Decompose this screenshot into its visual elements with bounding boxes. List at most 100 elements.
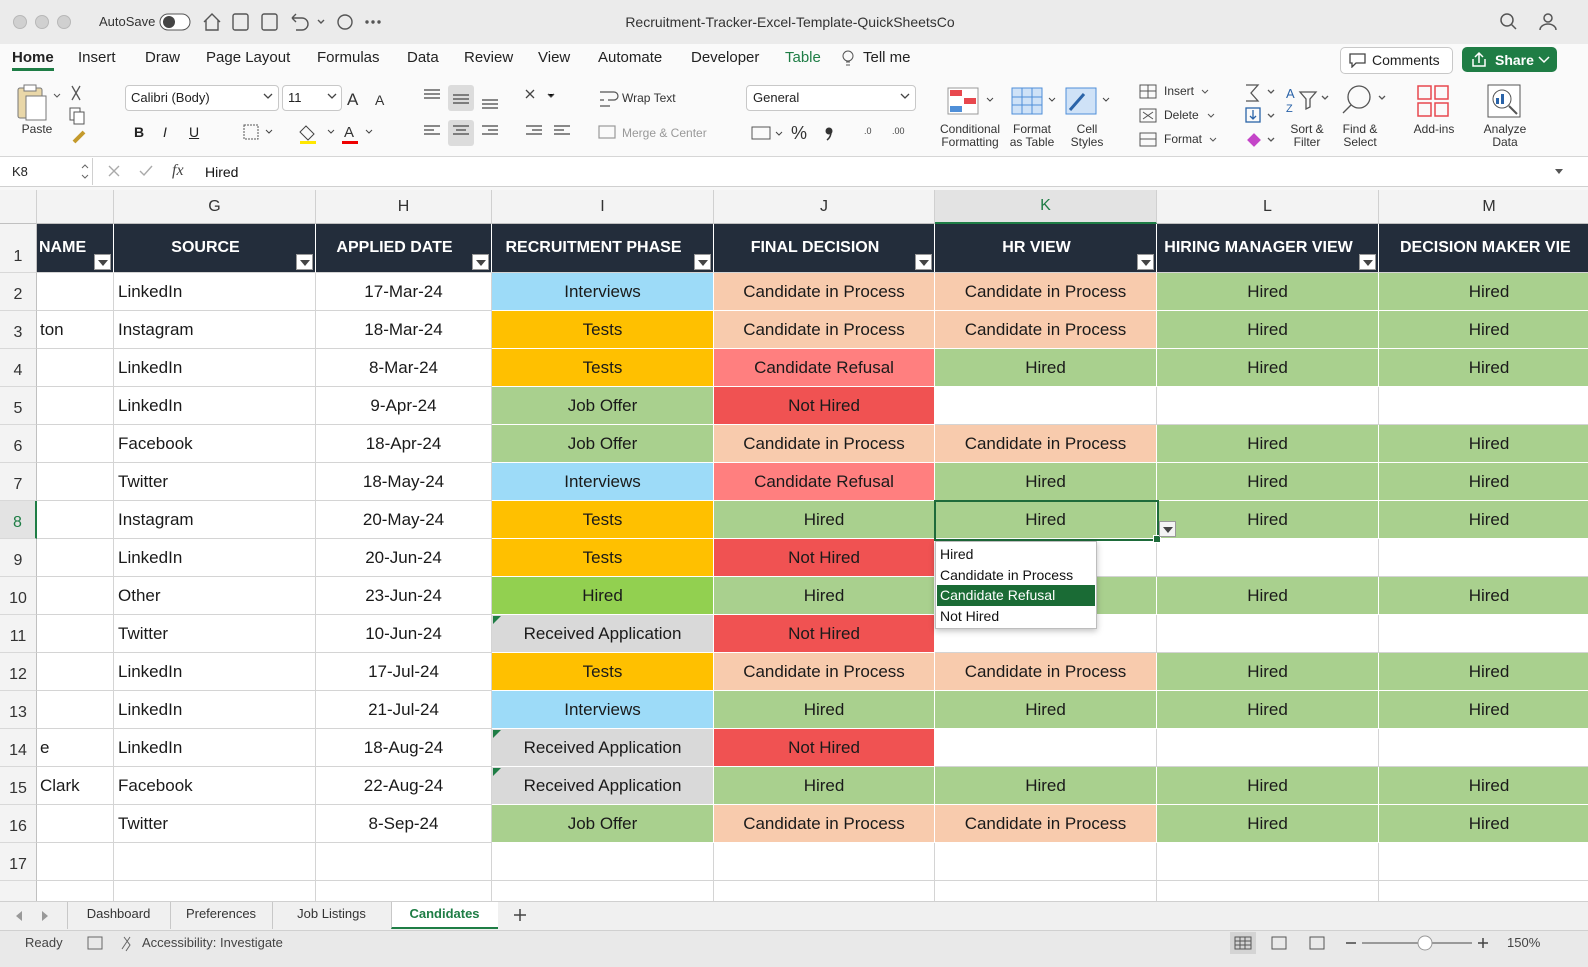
cell[interactable]: Other (114, 577, 316, 615)
cell[interactable]: LinkedIn (114, 273, 316, 311)
decision-cell[interactable]: Hired (1157, 273, 1379, 311)
decision-cell[interactable]: Candidate Refusal (714, 349, 935, 387)
cell[interactable] (37, 691, 114, 729)
decision-cell[interactable] (935, 615, 1157, 653)
decision-cell[interactable] (1379, 615, 1588, 653)
cell[interactable]: 8-Mar-24 (316, 349, 492, 387)
find-select-line2[interactable]: Select (1343, 135, 1377, 149)
decision-cell[interactable]: Hired (1379, 463, 1588, 501)
decision-cell[interactable]: Candidate in Process (935, 425, 1157, 463)
cell[interactable]: LinkedIn (114, 653, 316, 691)
column-header[interactable]: L (1157, 190, 1379, 224)
currency-icon[interactable] (750, 122, 790, 144)
decision-cell[interactable]: Hired (935, 691, 1157, 729)
formula-content[interactable]: Hired (205, 164, 239, 180)
cell[interactable]: Twitter (114, 615, 316, 653)
decision-cell[interactable] (1157, 539, 1379, 577)
ribbon-tab[interactable]: Review (464, 49, 514, 66)
filter-button[interactable] (296, 254, 313, 270)
underline-button[interactable]: U (189, 124, 200, 140)
cell[interactable]: e (37, 729, 114, 767)
decision-cell[interactable]: Hired (1379, 311, 1588, 349)
decision-cell[interactable]: Hired (1379, 691, 1588, 729)
italic-button[interactable]: I (163, 124, 167, 140)
decision-cell[interactable]: Hired (935, 349, 1157, 387)
phase-cell[interactable]: Tests (492, 501, 714, 539)
decision-cell[interactable]: Hired (714, 501, 935, 539)
row-header[interactable]: 9 (0, 539, 37, 577)
decision-cell[interactable]: Hired (1157, 501, 1379, 539)
cell[interactable] (37, 463, 114, 501)
phase-cell[interactable]: Job Offer (492, 387, 714, 425)
decision-cell[interactable]: Candidate in Process (714, 805, 935, 843)
cell[interactable] (37, 349, 114, 387)
add-sheet-button[interactable] (512, 907, 528, 923)
wrap-merge-icons[interactable] (598, 88, 620, 142)
decision-cell[interactable]: Hired (935, 767, 1157, 805)
cell[interactable]: LinkedIn (114, 539, 316, 577)
row-header[interactable]: 10 (0, 577, 37, 615)
decision-cell[interactable]: Hired (714, 577, 935, 615)
row-header[interactable]: 2 (0, 273, 37, 311)
decision-cell[interactable] (1157, 387, 1379, 425)
cell[interactable] (37, 501, 114, 539)
bold-button[interactable]: B (134, 124, 145, 140)
cell[interactable]: Clark (37, 767, 114, 805)
cell[interactable] (37, 615, 114, 653)
ribbon-tab[interactable]: Tell me (863, 49, 911, 66)
row-header[interactable]: 15 (0, 767, 37, 805)
ribbon-tab[interactable]: View (538, 49, 571, 66)
decision-cell[interactable] (1379, 729, 1588, 767)
phase-cell[interactable]: Job Offer (492, 425, 714, 463)
percent-button[interactable]: % (791, 123, 808, 143)
cell[interactable]: LinkedIn (114, 349, 316, 387)
font-name-box[interactable] (125, 85, 279, 111)
decision-cell[interactable]: Hired (1157, 349, 1379, 387)
alignment-icons[interactable] (420, 84, 580, 150)
window-controls[interactable] (10, 12, 80, 32)
analyze-data-line2[interactable]: Data (1492, 135, 1518, 149)
filter-button[interactable] (1137, 254, 1154, 270)
cell[interactable]: ton (37, 311, 114, 349)
decision-cell[interactable]: Hired (1157, 577, 1379, 615)
decision-cell[interactable]: Hired (1157, 425, 1379, 463)
cell[interactable]: 23-Jun-24 (316, 577, 492, 615)
cell-styles-line1[interactable]: Cell (1076, 122, 1098, 136)
decision-cell[interactable]: Not Hired (714, 387, 935, 425)
ribbon-tab[interactable]: Formulas (317, 49, 380, 66)
filter-button[interactable] (94, 254, 111, 270)
phase-cell[interactable]: Tests (492, 349, 714, 387)
cell[interactable] (37, 425, 114, 463)
zoom-level[interactable]: 150% (1507, 935, 1541, 950)
row-header[interactable]: 14 (0, 729, 37, 767)
cell[interactable]: 10-Jun-24 (316, 615, 492, 653)
decision-cell[interactable]: Not Hired (714, 539, 935, 577)
formula-expand[interactable] (1554, 168, 1564, 176)
accessibility-status[interactable]: Accessibility: Investigate (142, 935, 283, 950)
phase-cell[interactable]: Interviews (492, 273, 714, 311)
ribbon-tab[interactable]: Draw (145, 49, 181, 66)
analyze-data-line1[interactable]: Analyze (1483, 122, 1527, 136)
decision-cell[interactable]: Hired (714, 767, 935, 805)
phase-cell[interactable]: Tests (492, 311, 714, 349)
number-icons[interactable]: .0 .00 (820, 120, 915, 146)
decision-cell[interactable]: Candidate in Process (935, 311, 1157, 349)
phase-cell[interactable]: Received Application (492, 615, 714, 653)
cell[interactable]: Instagram (114, 311, 316, 349)
find-select-line1[interactable]: Find & (1342, 122, 1378, 136)
decision-cell[interactable]: Candidate in Process (714, 273, 935, 311)
ribbon-tab[interactable]: Page Layout (206, 49, 291, 66)
decision-cell[interactable]: Hired (1157, 311, 1379, 349)
cell[interactable]: Instagram (114, 501, 316, 539)
filter-button[interactable] (915, 254, 932, 270)
decision-cell[interactable]: Candidate in Process (714, 311, 935, 349)
decision-cell[interactable]: Not Hired (714, 729, 935, 767)
decision-cell[interactable]: Candidate in Process (714, 653, 935, 691)
decision-cell[interactable]: Hired (1157, 653, 1379, 691)
validation-dropdown-button[interactable] (1159, 521, 1176, 537)
sheet-tab[interactable] (391, 902, 498, 929)
cell[interactable] (37, 273, 114, 311)
phase-cell[interactable]: Received Application (492, 729, 714, 767)
cell[interactable]: LinkedIn (114, 691, 316, 729)
formula-bar-icons[interactable] (78, 162, 188, 182)
